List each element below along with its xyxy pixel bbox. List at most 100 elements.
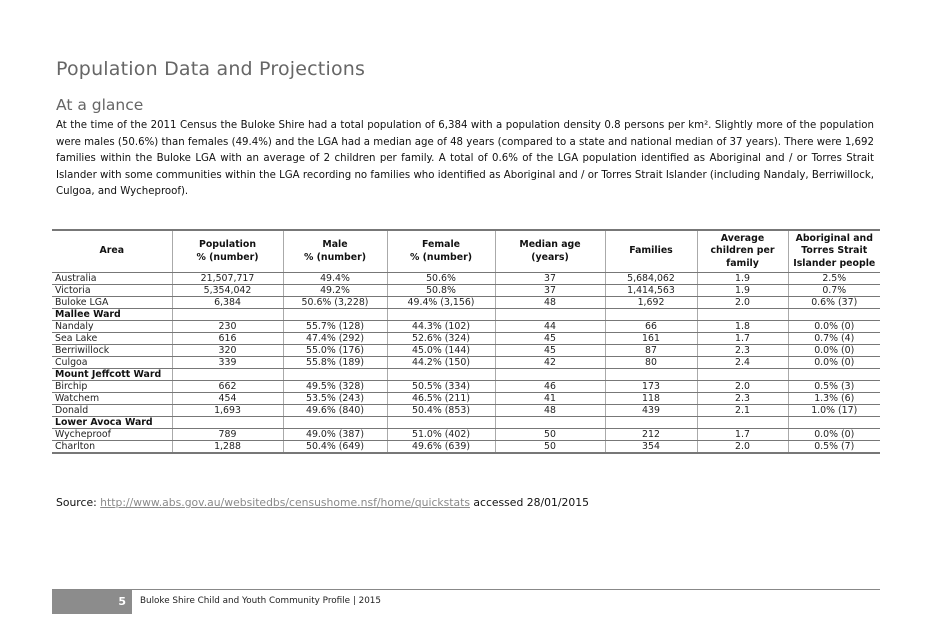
table-row: Victoria 5,354,042 49.2% 50.8% 37 1,414,563 1.… xyxy=(52,284,880,297)
page-number: 5 xyxy=(52,590,132,614)
table-cell: 48 xyxy=(494,296,605,309)
table-row: Donald 1,693 49.6% (840) 50.4% (853) 48 439 2.… xyxy=(52,404,880,417)
source-note: Source: http://www.abs.gov.au/websitedbs… xyxy=(56,496,589,509)
table-cell: 49.6% (840) xyxy=(282,404,387,417)
table-cell: 49.5% (328) xyxy=(282,380,387,393)
page-title: Population Data and Projections xyxy=(56,58,366,80)
table-cell: 0.7% xyxy=(787,284,880,297)
table-cell: 44 xyxy=(494,320,605,333)
column-header: Female % (number) xyxy=(386,229,495,273)
table-cell: 41 xyxy=(494,392,605,405)
table-cell: 46 xyxy=(494,380,605,393)
column-header: Male % (number) xyxy=(282,229,387,273)
table-cell: 1.9 xyxy=(696,284,788,297)
table-cell: 1.0% (17) xyxy=(787,404,880,417)
source-accessed: accessed 28/01/2015 xyxy=(473,496,589,509)
table-row: Buloke LGA 6,384 50.6% (3,228) 49.4% (3,156… xyxy=(52,296,880,309)
table-cell: 50.5% (334) xyxy=(386,380,495,393)
ward-name: Mount Jeffcott Ward xyxy=(52,368,172,381)
table-cell: 44.2% (150) xyxy=(386,356,495,369)
table-cell: 0.7% (4) xyxy=(787,332,880,345)
ward-row: Lower Avoca Ward xyxy=(52,416,880,429)
table-cell: 49.6% (639) xyxy=(386,440,495,454)
table-cell: 1.7 xyxy=(696,428,788,441)
table-cell: 42 xyxy=(494,356,605,369)
column-header: Aboriginal and Torres Strait Islander pe… xyxy=(787,229,880,273)
table-cell: 0.6% (37) xyxy=(787,296,880,309)
empty-cell xyxy=(696,308,788,321)
table-cell: 55.0% (176) xyxy=(282,344,387,357)
table-cell: 616 xyxy=(171,332,283,345)
table-cell: 48 xyxy=(494,404,605,417)
table-cell: 173 xyxy=(604,380,697,393)
table-row: Australia 21,507,717 49.4% 50.6% 37 5,684,062… xyxy=(52,272,880,285)
empty-cell xyxy=(604,308,697,321)
table-cell: 320 xyxy=(171,344,283,357)
table-cell: 212 xyxy=(604,428,697,441)
empty-cell xyxy=(787,308,880,321)
table-cell: 2.0 xyxy=(696,380,788,393)
table-cell: 2.4 xyxy=(696,356,788,369)
table-cell: 789 xyxy=(171,428,283,441)
table-cell: 21,507,717 xyxy=(171,272,283,285)
area-name: Nandaly xyxy=(52,320,172,333)
ward-row: Mallee Ward xyxy=(52,308,880,321)
table-cell: 87 xyxy=(604,344,697,357)
area-name: Australia xyxy=(52,272,172,285)
table-cell: 1.8 xyxy=(696,320,788,333)
table-cell: 49.2% xyxy=(282,284,387,297)
table-cell: 50.6% (3,228) xyxy=(282,296,387,309)
table-cell: 51.0% (402) xyxy=(386,428,495,441)
table-cell: 49.0% (387) xyxy=(282,428,387,441)
table-cell: 0.0% (0) xyxy=(787,356,880,369)
table-cell: 118 xyxy=(604,392,697,405)
table-cell: 53.5% (243) xyxy=(282,392,387,405)
table-row: Nandaly 230 55.7% (128) 44.3% (102) 44 66 1.8 0… xyxy=(52,320,880,333)
table-cell: 0.5% (3) xyxy=(787,380,880,393)
table-cell: 50.8% xyxy=(386,284,495,297)
area-name: Sea Lake xyxy=(52,332,172,345)
table-cell: 50 xyxy=(494,428,605,441)
source-link[interactable]: http://www.abs.gov.au/websitedbs/censush… xyxy=(100,496,470,509)
empty-cell xyxy=(494,308,605,321)
empty-cell xyxy=(171,416,283,429)
column-header: Median age (years) xyxy=(494,229,605,273)
source-label: Source: xyxy=(56,496,97,509)
population-table: Area Population % (number) Male % (number)… xyxy=(52,229,880,454)
area-name: Charlton xyxy=(52,440,172,454)
table-cell: 1.9 xyxy=(696,272,788,285)
table-cell: 55.8% (189) xyxy=(282,356,387,369)
column-header: Families xyxy=(604,229,697,273)
empty-cell xyxy=(787,368,880,381)
table-cell: 50.4% (853) xyxy=(386,404,495,417)
table-cell: 2.3 xyxy=(696,392,788,405)
table-cell: 50 xyxy=(494,440,605,454)
table-cell: 662 xyxy=(171,380,283,393)
table-cell: 50.6% xyxy=(386,272,495,285)
table-cell: 37 xyxy=(494,284,605,297)
ward-name: Lower Avoca Ward xyxy=(52,416,172,429)
area-name: Victoria xyxy=(52,284,172,297)
table-row: Birchip 662 49.5% (328) 50.5% (334) 46 173 2.0… xyxy=(52,380,880,393)
table-cell: 49.4% xyxy=(282,272,387,285)
empty-cell xyxy=(282,416,387,429)
area-name: Berriwillock xyxy=(52,344,172,357)
table-cell: 354 xyxy=(604,440,697,454)
table-cell: 0.0% (0) xyxy=(787,344,880,357)
table-row: Watchem 454 53.5% (243) 46.5% (211) 41 118 2.3… xyxy=(52,392,880,405)
empty-cell xyxy=(171,368,283,381)
empty-cell xyxy=(386,368,495,381)
table-cell: 50.4% (649) xyxy=(282,440,387,454)
table-cell: 66 xyxy=(604,320,697,333)
table-cell: 49.4% (3,156) xyxy=(386,296,495,309)
empty-cell xyxy=(604,416,697,429)
empty-cell xyxy=(696,416,788,429)
footer-divider xyxy=(52,589,880,590)
empty-cell xyxy=(282,308,387,321)
table-cell: 47.4% (292) xyxy=(282,332,387,345)
table-cell: 1.3% (6) xyxy=(787,392,880,405)
table-cell: 2.5% xyxy=(787,272,880,285)
empty-cell xyxy=(494,416,605,429)
area-name: Buloke LGA xyxy=(52,296,172,309)
